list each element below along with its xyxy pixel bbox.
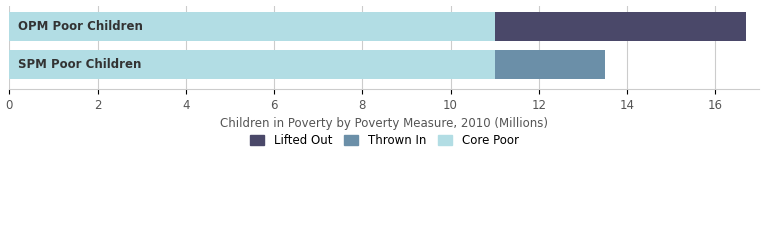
Bar (495, 12, 746, 40)
Bar (9, 12, 495, 40)
Text: OPM Poor Children: OPM Poor Children (18, 20, 143, 33)
Bar (9, 50, 495, 79)
Text: SPM Poor Children: SPM Poor Children (18, 58, 142, 71)
Legend: Lifted Out, Thrown In, Core Poor: Lifted Out, Thrown In, Core Poor (246, 129, 523, 152)
X-axis label: Children in Poverty by Poverty Measure, 2010 (Millions): Children in Poverty by Poverty Measure, … (220, 117, 549, 130)
Bar (495, 50, 605, 79)
